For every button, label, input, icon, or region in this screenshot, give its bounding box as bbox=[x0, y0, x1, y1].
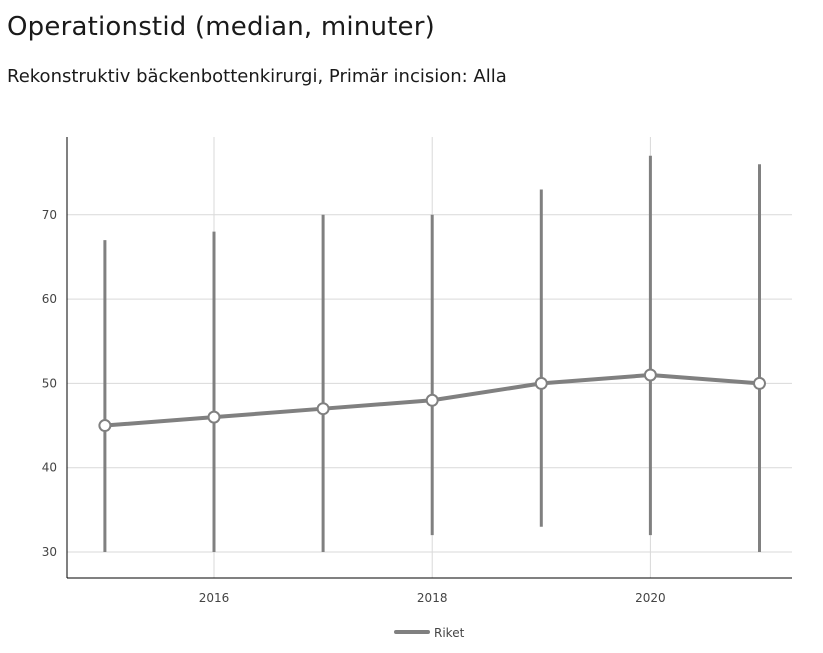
data-point[interactable] bbox=[316, 402, 330, 416]
chart-subtitle: Rekonstruktiv bäckenbottenkirurgi, Primä… bbox=[7, 66, 507, 87]
data-point[interactable] bbox=[207, 410, 221, 424]
data-point[interactable] bbox=[753, 376, 766, 390]
y-tick-label: 70 bbox=[42, 208, 57, 222]
x-tick-label: 2018 bbox=[417, 591, 448, 605]
series-points bbox=[98, 368, 766, 433]
y-tick-label: 30 bbox=[42, 545, 57, 559]
x-tick-label: 2016 bbox=[199, 591, 230, 605]
data-point[interactable] bbox=[643, 368, 657, 382]
y-tick-label: 40 bbox=[42, 461, 57, 475]
gridlines bbox=[67, 137, 792, 578]
chart-title: Operationstid (median, minuter) bbox=[7, 12, 435, 42]
y-tick-label: 50 bbox=[42, 376, 57, 390]
legend-label: Riket bbox=[434, 626, 465, 640]
y-tick-label: 60 bbox=[42, 292, 57, 306]
axes bbox=[66, 137, 792, 579]
data-point[interactable] bbox=[534, 376, 548, 390]
data-point[interactable] bbox=[98, 419, 112, 433]
x-tick-label: 2020 bbox=[635, 591, 666, 605]
range-bars bbox=[103, 155, 761, 552]
tick-labels: 30 40 50 60 70 2016 2018 2020 bbox=[42, 208, 666, 605]
legend[interactable]: Riket bbox=[394, 626, 465, 640]
data-point[interactable] bbox=[425, 393, 439, 407]
